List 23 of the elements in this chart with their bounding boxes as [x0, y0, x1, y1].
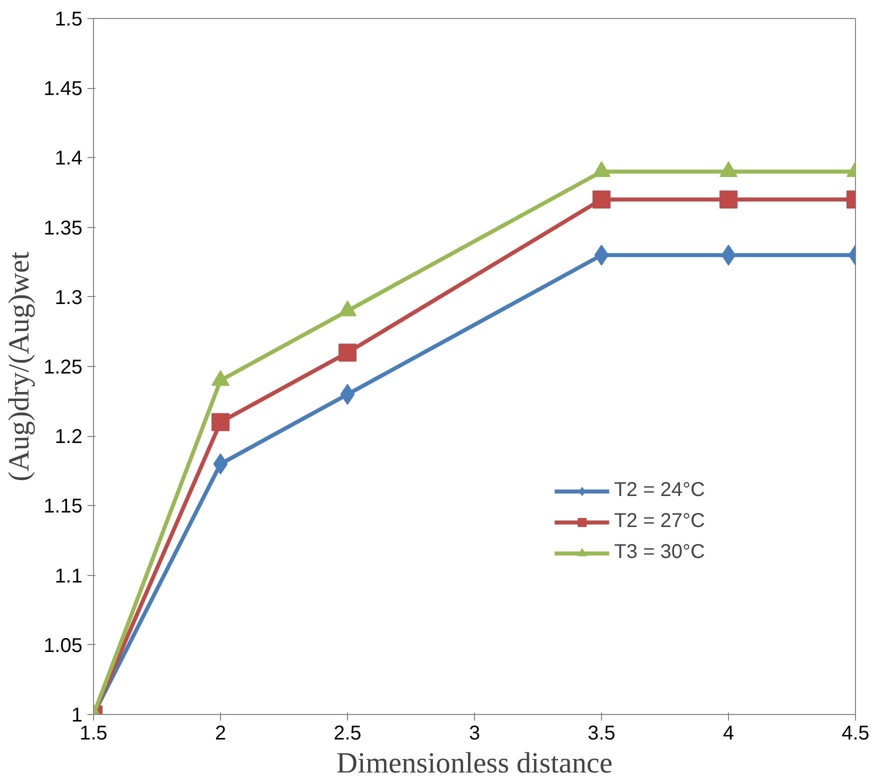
y-tick-label: 1.15	[44, 496, 83, 518]
x-tick-label: 4.5	[842, 722, 870, 744]
legend-label: T2 = 24°C	[614, 479, 705, 502]
y-tick-label: 1.1	[54, 565, 83, 588]
y-tick-label: 1.35	[44, 217, 83, 240]
x-tick-label: 1.5	[80, 722, 108, 744]
y-tick-label: 1.05	[44, 634, 83, 657]
x-tick-label: 4	[722, 722, 734, 744]
x-tick-label: 2	[214, 722, 226, 744]
y-tick-label: 1	[71, 704, 82, 726]
y-tick-label: 1.3	[54, 286, 83, 309]
x-tick-label: 2.5	[334, 722, 362, 744]
legend-label: T2 = 27°C	[614, 510, 705, 533]
x-tick-label: 3	[468, 722, 480, 744]
y-tick-label: 1.45	[44, 78, 83, 100]
x-axis-title: Dimensionless distance	[336, 748, 613, 780]
legend-label: T3 = 30°C	[614, 541, 705, 564]
y-tick-label: 1.4	[54, 148, 83, 170]
x-tick-label: 3.5	[588, 722, 616, 744]
y-tick-label: 1.25	[44, 356, 83, 378]
y-axis-title: (Aug)dry/(Aug)wet	[4, 252, 36, 482]
y-tick-label: 1.5	[54, 8, 83, 30]
y-tick-label: 1.2	[54, 426, 83, 448]
